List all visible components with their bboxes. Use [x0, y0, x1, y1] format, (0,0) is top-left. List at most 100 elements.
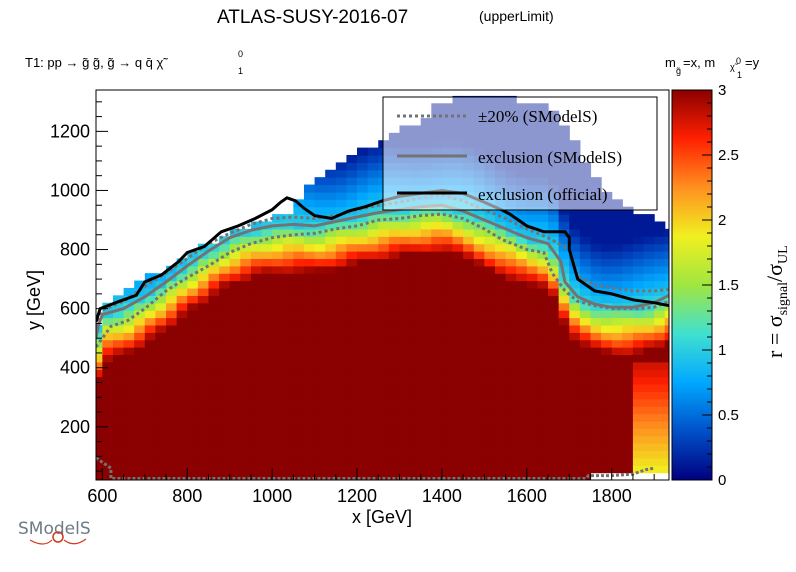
heatmap-cell: [526, 221, 539, 230]
heatmap-cell: [240, 347, 252, 356]
heatmap-cell: [357, 265, 369, 274]
heatmap-cell: [229, 369, 241, 378]
heatmap-cell: [367, 251, 379, 260]
heatmap-cell: [463, 435, 475, 444]
heatmap-cell: [102, 435, 114, 444]
heatmap-cell: [548, 324, 560, 333]
heatmap-cell: [112, 406, 125, 415]
heatmap-cell: [282, 317, 294, 326]
heatmap-cell: [282, 214, 294, 223]
heatmap-cell: [367, 376, 379, 385]
heatmap-cell: [166, 413, 178, 422]
heatmap-cell: [484, 383, 496, 392]
heatmap-cell: [112, 435, 125, 444]
heatmap-cell: [272, 443, 284, 452]
heatmap-cell: [505, 302, 517, 311]
heatmap-cell: [484, 265, 496, 274]
heatmap-cell: [314, 280, 326, 289]
heatmap-cell: [176, 332, 188, 341]
heatmap-cell: [463, 450, 475, 459]
heatmap-cell: [516, 280, 528, 289]
heatmap-cell: [558, 361, 570, 370]
process-label-text: T1: pp → g̃ g̃, g̃ → q q̄ χ̃: [25, 55, 168, 70]
heatmap-cell: [611, 273, 623, 282]
heatmap-cell: [250, 273, 263, 282]
heatmap-cell: [579, 243, 592, 252]
heatmap-cell: [112, 354, 125, 363]
heatmap-cell: [431, 258, 443, 267]
heatmap-cell: [410, 369, 422, 378]
heatmap-cell: [357, 472, 369, 480]
heatmap-cell: [494, 265, 507, 274]
heatmap-cell: [367, 177, 379, 186]
heatmap-cell: [240, 376, 252, 385]
heatmap-cell: [378, 376, 390, 385]
heatmap-cell: [325, 177, 337, 186]
heatmap-cell: [134, 406, 146, 415]
heatmap-cell: [388, 332, 401, 341]
mass-label-b-sub: χ̃: [730, 62, 739, 72]
heatmap-cell: [505, 383, 517, 392]
heatmap-cell: [187, 465, 199, 474]
heatmap-cell: [420, 435, 432, 444]
heatmap-cell: [123, 376, 135, 385]
heatmap-cell: [187, 435, 199, 444]
heatmap-cell: [123, 457, 135, 466]
heatmap-cell: [229, 391, 241, 400]
heatmap-cell: [219, 339, 231, 348]
heatmap-cell: [357, 413, 369, 422]
heatmap-cell: [611, 406, 623, 415]
heatmap-cell: [632, 428, 645, 437]
heatmap-cell: [134, 450, 146, 459]
heatmap-cell: [261, 339, 273, 348]
heatmap-cell: [452, 280, 464, 289]
heatmap-cell: [250, 443, 263, 452]
heatmap-cell: [314, 317, 326, 326]
heatmap-cell: [569, 472, 581, 480]
heatmap-cell: [664, 280, 669, 289]
heatmap-cell: [473, 406, 485, 415]
heatmap-cell: [579, 428, 592, 437]
heatmap-cell: [155, 324, 167, 333]
heatmap-cell: [155, 287, 167, 296]
heatmap-cell: [611, 287, 623, 296]
heatmap-cell: [579, 251, 592, 260]
heatmap-cell: [579, 443, 592, 452]
heatmap-cell: [452, 465, 464, 474]
heatmap-cell: [410, 273, 422, 282]
heatmap-cell: [229, 420, 241, 429]
heatmap-cell: [346, 324, 358, 333]
chart-subtitle: (upperLimit): [479, 8, 554, 24]
heatmap-cell: [176, 295, 188, 304]
heatmap-cell: [272, 251, 284, 260]
heatmap-cell: [654, 465, 666, 474]
heatmap-cell: [484, 310, 496, 319]
heatmap-cell: [123, 332, 135, 341]
heatmap-cell: [282, 347, 294, 356]
heatmap-cell: [420, 406, 432, 415]
heatmap-cell: [622, 317, 634, 326]
heatmap-cell: [272, 332, 284, 341]
heatmap-cell: [240, 465, 252, 474]
heatmap-cell: [123, 347, 135, 356]
heatmap-cell: [579, 406, 592, 415]
heatmap-cell: [335, 428, 348, 437]
heatmap-cell: [197, 317, 210, 326]
heatmap-cell: [494, 332, 507, 341]
heatmap-cell: [601, 406, 613, 415]
heatmap-cell: [208, 413, 220, 422]
heatmap-cell: [473, 369, 485, 378]
heatmap-cell: [664, 361, 669, 370]
heatmap-cell: [632, 376, 645, 385]
heatmap-cell: [357, 310, 369, 319]
heatmap-cell: [643, 236, 655, 245]
heatmap-cell: [134, 317, 146, 326]
heatmap-cell: [112, 443, 125, 452]
heatmap-cell: [463, 339, 475, 348]
heatmap-cell: [420, 280, 432, 289]
heatmap-cell: [229, 347, 241, 356]
heatmap-cell: [643, 457, 655, 466]
heatmap-cell: [187, 347, 199, 356]
y-tick-label: 400: [60, 358, 90, 378]
heatmap-cell: [569, 450, 581, 459]
